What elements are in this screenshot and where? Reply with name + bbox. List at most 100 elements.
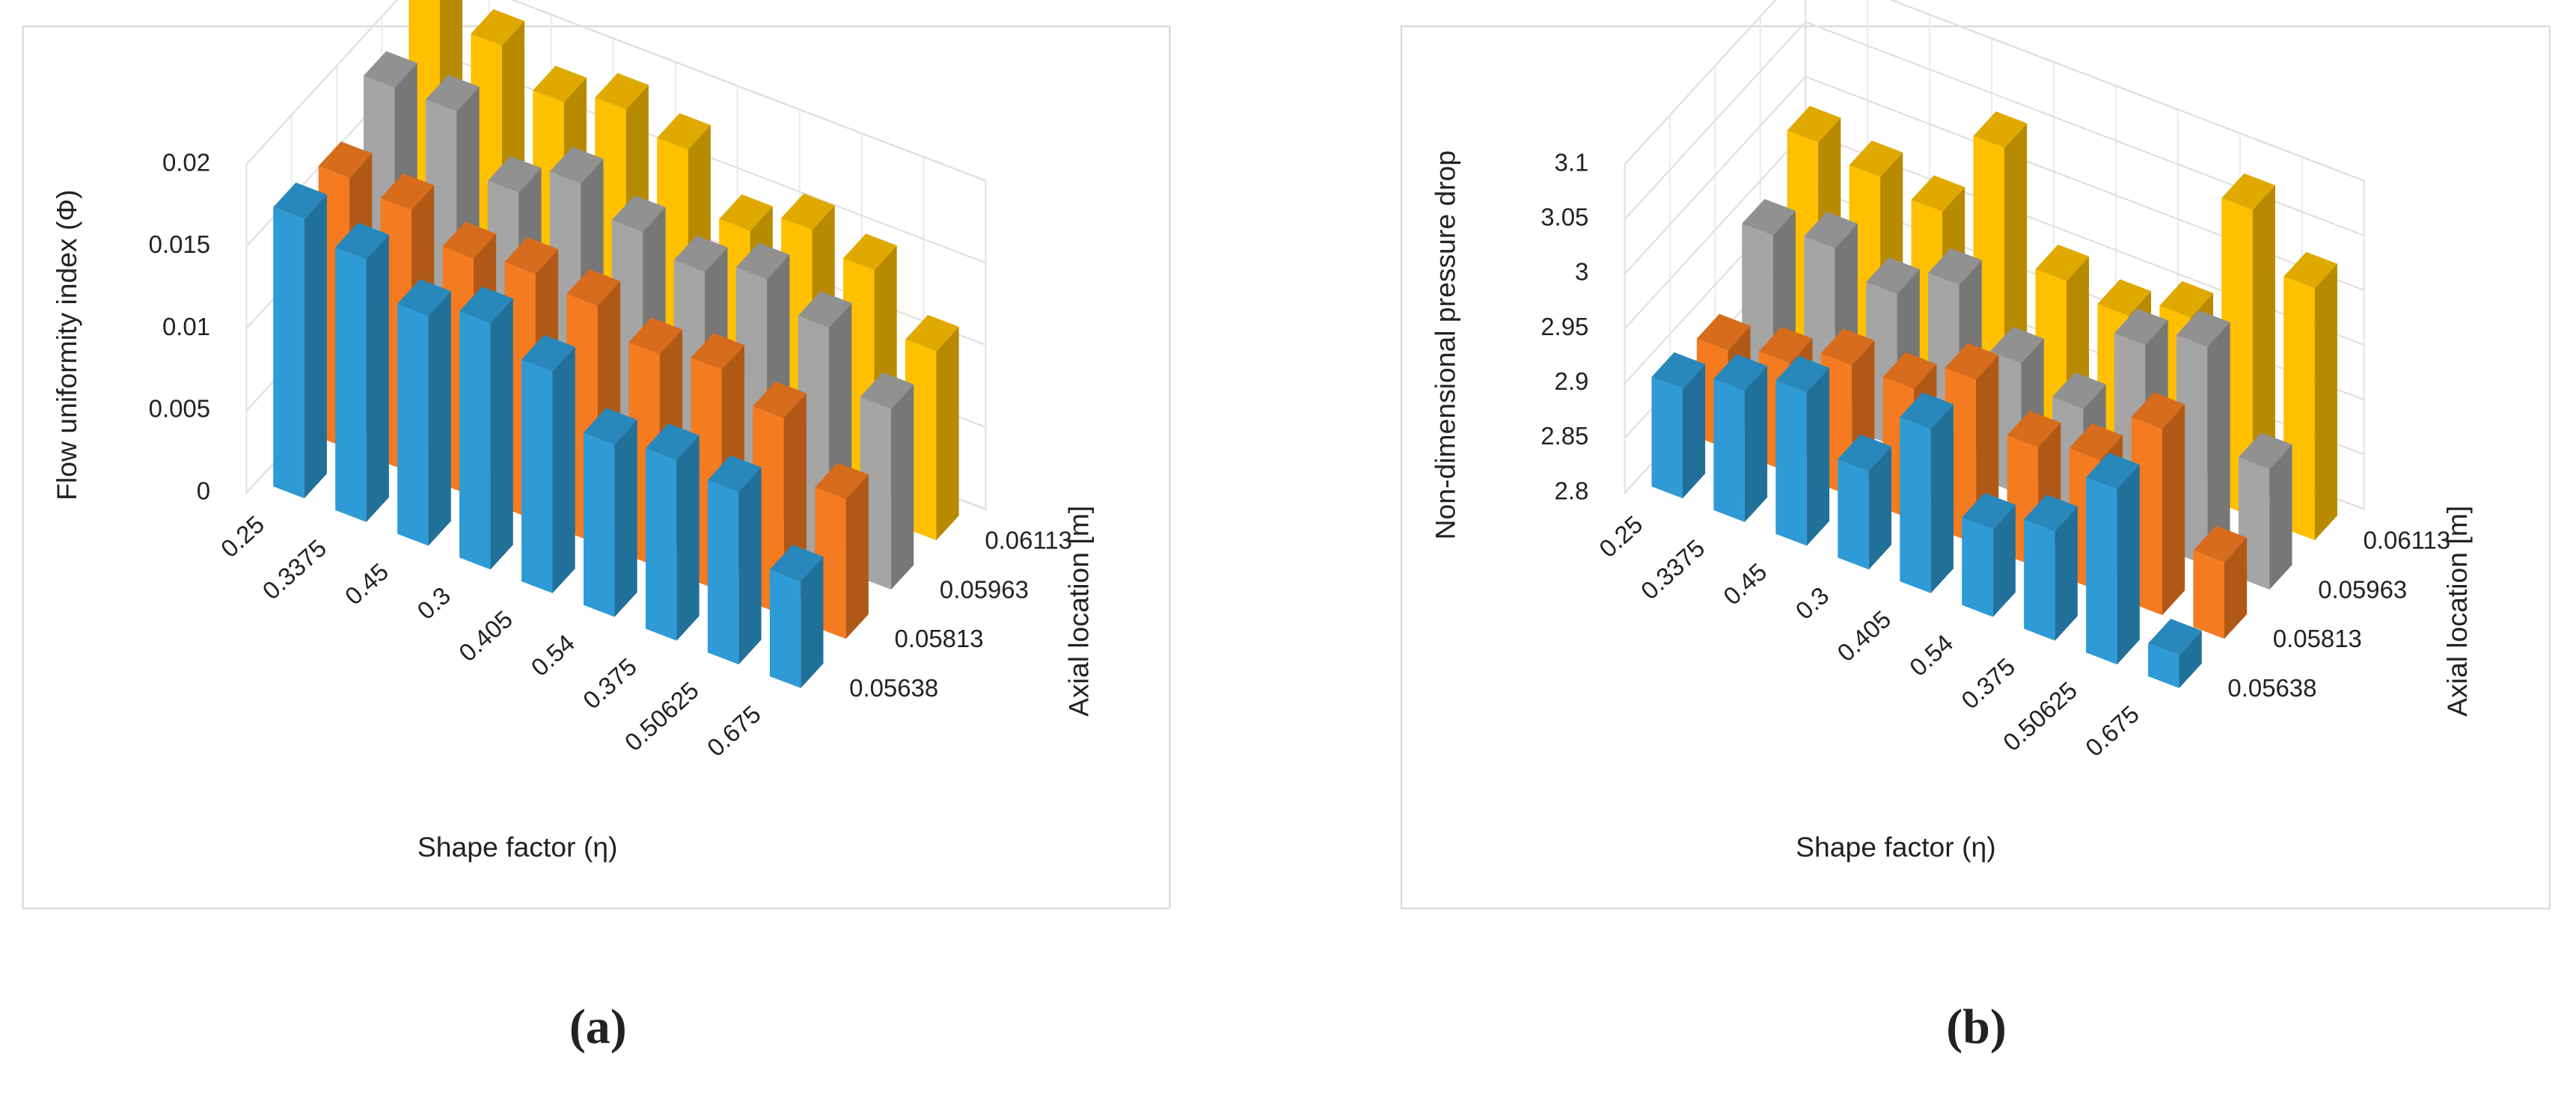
grid-line: [245, 0, 986, 182]
bar-top: [673, 235, 728, 272]
bar-top: [380, 173, 435, 210]
bar-top: [798, 291, 852, 328]
bar-top: [2176, 310, 2230, 347]
bar: [1962, 492, 2016, 617]
bar-top: [2035, 244, 2090, 281]
bar-top: [1713, 354, 1768, 391]
bar-side: [1992, 504, 2016, 617]
bar: [1775, 355, 1830, 546]
bar-front: [273, 206, 305, 499]
bar-front: [2193, 550, 2224, 639]
bar-top: [335, 222, 389, 260]
bar-top: [1945, 343, 1999, 380]
bar-side: [845, 474, 869, 639]
bar-side: [2314, 263, 2337, 541]
bar-top: [781, 193, 835, 230]
bar-top: [2086, 453, 2140, 489]
bar-side: [891, 384, 914, 590]
y-tick-label: 2.8: [1555, 477, 1589, 504]
bar-side: [490, 298, 513, 570]
bar-top: [1651, 352, 1706, 389]
bar-front: [2024, 519, 2055, 641]
bar: [521, 334, 575, 593]
bar-top: [273, 182, 327, 219]
bar-top: [2238, 432, 2292, 470]
bar: [335, 222, 389, 522]
bar-top: [566, 269, 621, 306]
bar-top: [691, 333, 744, 370]
bar-top: [2131, 392, 2185, 429]
bar-top: [459, 287, 513, 323]
bar: [583, 408, 637, 617]
bar-side: [936, 326, 959, 541]
y-tick-label: 2.85: [1541, 422, 1588, 450]
bar-side: [1806, 367, 1830, 546]
bar-front: [583, 432, 615, 617]
bar-top: [1742, 198, 1796, 236]
bar-front: [397, 304, 429, 546]
bar: [2193, 525, 2248, 639]
bar: [1713, 354, 1768, 522]
bar-side: [366, 234, 389, 522]
bar-side: [2269, 444, 2292, 590]
bar: [860, 372, 914, 590]
bar-front: [2148, 643, 2179, 688]
y-axis-title: Flow uniformity index (Φ): [51, 189, 82, 500]
bar-side: [1930, 404, 1954, 593]
bar-side: [2224, 537, 2248, 639]
bar-top: [735, 242, 790, 280]
bar-top: [2193, 525, 2248, 563]
bar-top: [504, 237, 559, 274]
bar: [397, 279, 451, 546]
bar-front: [769, 569, 801, 688]
bar-top: [595, 73, 649, 110]
bar-top: [2148, 619, 2202, 655]
bar-top: [860, 372, 914, 409]
bar-top: [1990, 326, 2044, 364]
z-tick-label: 0.05813: [895, 625, 984, 652]
z-tick-label: 0.05963: [2318, 575, 2407, 603]
bar-side: [2055, 506, 2078, 641]
bar: [1900, 392, 1954, 593]
bar-top: [425, 75, 480, 111]
bar-front: [1651, 376, 1683, 499]
y-tick-label: 2.95: [1541, 313, 1588, 340]
bar-top: [487, 156, 542, 193]
bar-front: [335, 247, 367, 522]
bar-side: [738, 467, 762, 665]
caption: (b): [1946, 999, 2006, 1054]
bar-top: [1973, 111, 2028, 148]
bar-top: [2283, 251, 2337, 289]
y-tick-label: 0.005: [149, 395, 210, 423]
bar-top: [1820, 328, 1875, 365]
bar-top: [719, 194, 773, 231]
grid-line: [1624, 0, 2365, 182]
bar-top: [442, 221, 497, 259]
y-tick-label: 0.015: [149, 230, 210, 258]
bar-side: [676, 435, 700, 641]
bar-front: [521, 359, 553, 593]
x-axis-title: Shape factor (η): [417, 831, 618, 863]
bar-top: [1866, 257, 1920, 294]
bar-top: [657, 113, 711, 150]
bar-top: [1882, 352, 1937, 389]
bar-side: [2117, 464, 2140, 665]
bar-top: [1696, 313, 1751, 351]
z-tick-label: 0.05638: [2227, 674, 2316, 702]
bar-top: [753, 381, 807, 418]
y-tick-label: 3.1: [1555, 148, 1589, 176]
y-tick-label: 2.9: [1555, 367, 1589, 395]
bar-side: [552, 346, 575, 593]
bar-side: [1868, 446, 1891, 570]
bar-top: [318, 141, 373, 178]
bar-top: [2159, 281, 2214, 318]
bar: [2148, 619, 2202, 688]
bar-front: [2086, 477, 2117, 665]
bar-side: [801, 557, 824, 688]
bar-front: [707, 480, 739, 665]
bar-top: [1849, 140, 1903, 177]
y-tick-label: 0: [197, 477, 210, 504]
bar-top: [1900, 392, 1954, 429]
grid-line: [1624, 20, 2365, 236]
